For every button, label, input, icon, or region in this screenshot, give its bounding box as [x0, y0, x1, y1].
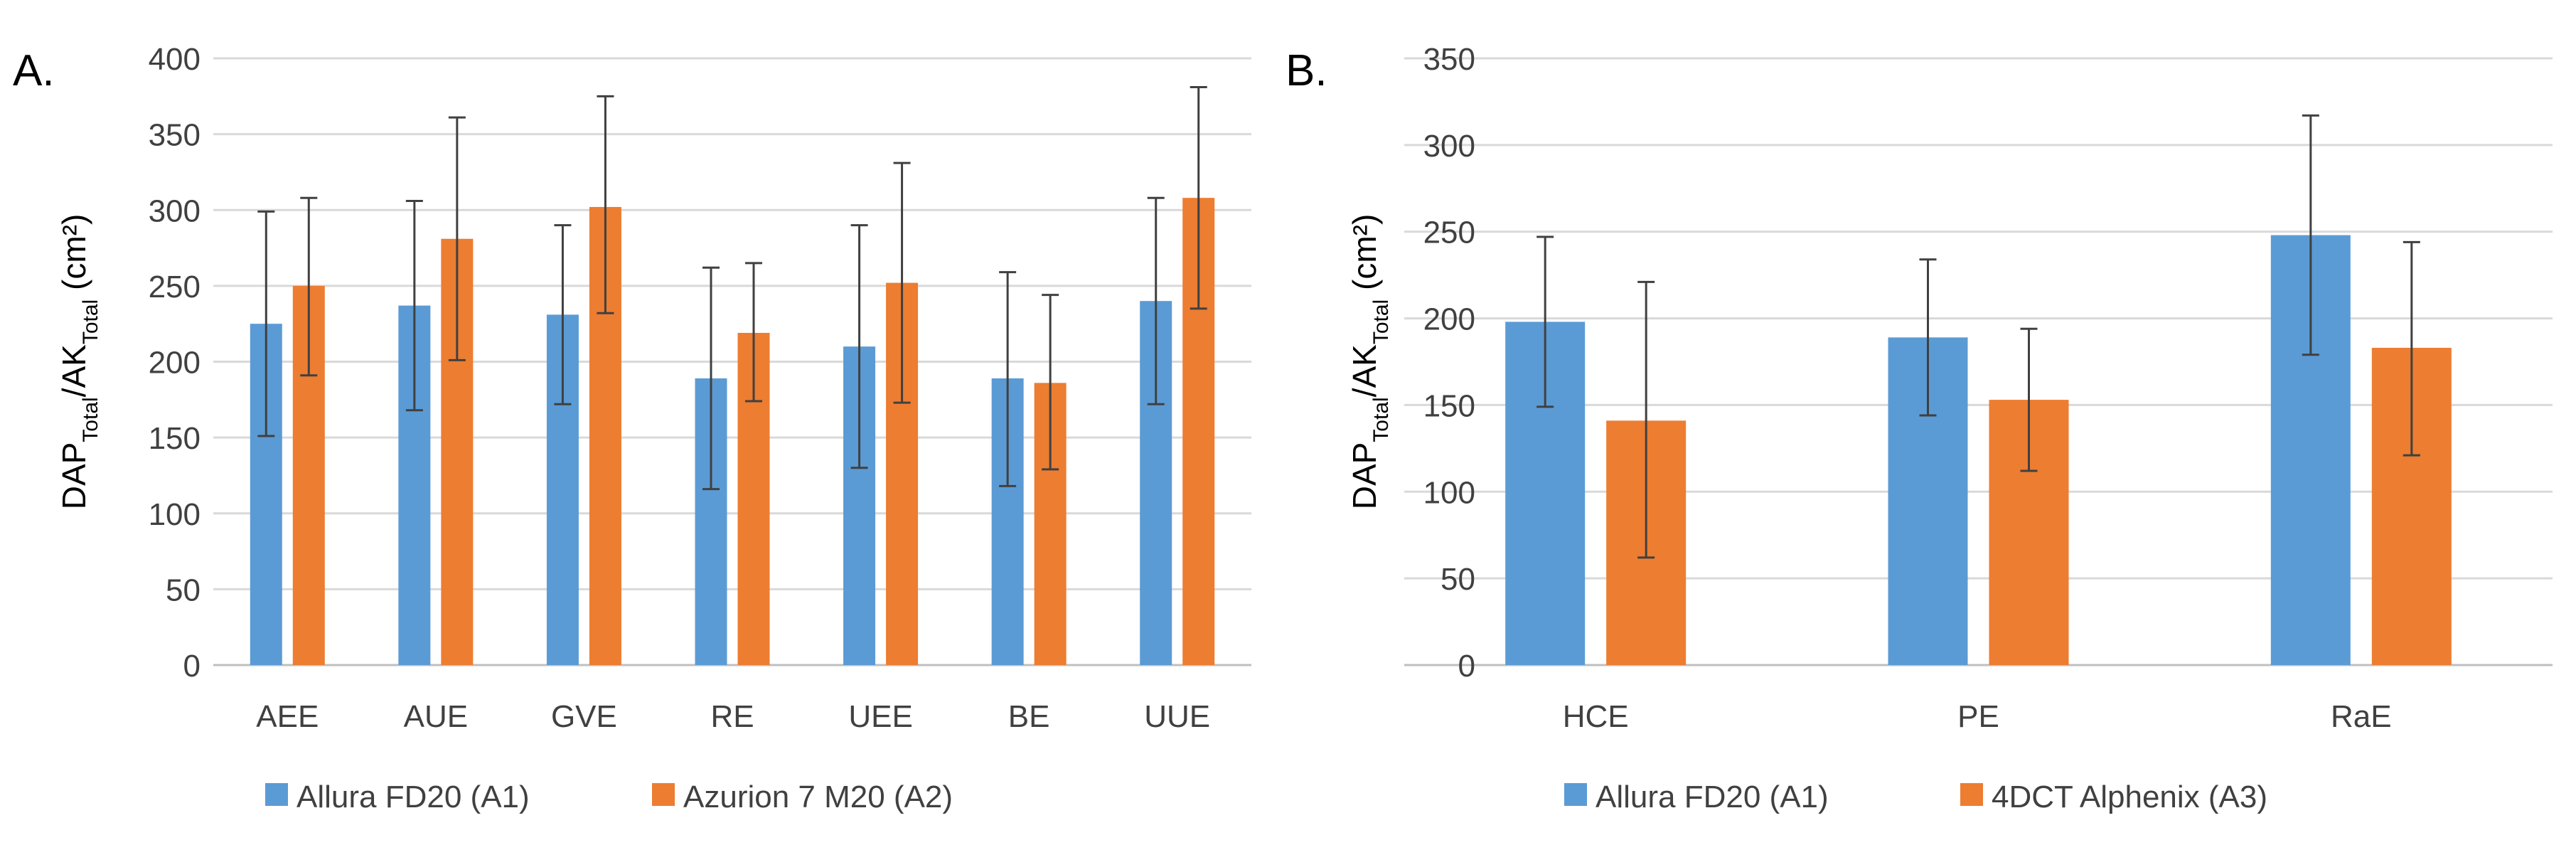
x-category-label: UEE — [848, 699, 912, 734]
y-axis-label-subscript: Total — [1369, 397, 1393, 442]
legend-swatch-series2 — [652, 783, 675, 806]
x-category-label: HCE — [1563, 699, 1629, 734]
x-category-label: BE — [1008, 699, 1050, 734]
panel-label: B. — [1286, 46, 1327, 95]
legend-swatch-series2 — [1960, 783, 1983, 806]
x-category-label: UUE — [1144, 699, 1210, 734]
x-category-label: RaE — [2331, 699, 2392, 734]
y-tick-label: 400 — [149, 42, 201, 77]
x-category-label: AEE — [256, 699, 319, 734]
y-tick-label: 350 — [149, 118, 201, 153]
y-tick-label: 350 — [1423, 42, 1475, 77]
x-category-label: AUE — [404, 699, 468, 734]
legend-label-series1: Allura FD20 (A1) — [296, 780, 530, 814]
x-category-label: GVE — [551, 699, 617, 734]
y-axis-label-subscript: Total — [79, 299, 102, 344]
y-axis-label: DAPTotal/AKTotal (cm²) — [1346, 214, 1393, 510]
legend-label-series2: Azurion 7 M20 (A2) — [683, 780, 953, 814]
y-axis-label-subscript: Total — [1369, 299, 1393, 344]
y-axis-label-part: /AK — [1346, 344, 1383, 397]
legend-label-series1: Allura FD20 (A1) — [1596, 780, 1829, 814]
y-axis-label-part: /AK — [55, 344, 92, 397]
panel-label: A. — [13, 46, 55, 95]
y-axis-label-part: (cm²) — [1346, 214, 1383, 299]
x-category-label: RE — [710, 699, 754, 734]
y-tick-label: 150 — [1423, 388, 1475, 423]
y-tick-label: 200 — [1423, 302, 1475, 337]
y-tick-label: 300 — [149, 193, 201, 228]
y-axis-label-part: DAP — [55, 442, 92, 510]
y-tick-label: 250 — [149, 270, 201, 304]
y-tick-label: 0 — [1458, 649, 1475, 684]
y-tick-label: 50 — [1441, 562, 1475, 597]
chart-panel-a: A.050100150200250300350400DAPTotal/AKTot… — [13, 42, 1251, 814]
legend-label-series2: 4DCT Alphenix (A3) — [1992, 780, 2267, 814]
y-tick-label: 300 — [1423, 129, 1475, 164]
y-axis-label-part: (cm²) — [55, 214, 92, 299]
y-axis-label-subscript: Total — [79, 397, 102, 442]
y-tick-label: 200 — [149, 346, 201, 381]
y-axis-label: DAPTotal/AKTotal (cm²) — [55, 214, 102, 510]
y-tick-label: 100 — [1423, 475, 1475, 510]
y-tick-label: 100 — [149, 497, 201, 532]
y-tick-label: 50 — [166, 573, 201, 607]
y-tick-label: 250 — [1423, 216, 1475, 250]
chart-panel-b: B. 0 50 100 150 200 250 300 350 DAPTotal/AKTotal … — [1286, 42, 2553, 814]
legend-swatch-series1 — [265, 783, 288, 806]
y-tick-label: 150 — [149, 421, 201, 456]
y-tick-label: 0 — [183, 649, 201, 684]
legend-swatch-series1 — [1564, 783, 1587, 806]
x-category-label: PE — [1957, 699, 1999, 734]
y-axis-label-part: DAP — [1346, 442, 1383, 510]
